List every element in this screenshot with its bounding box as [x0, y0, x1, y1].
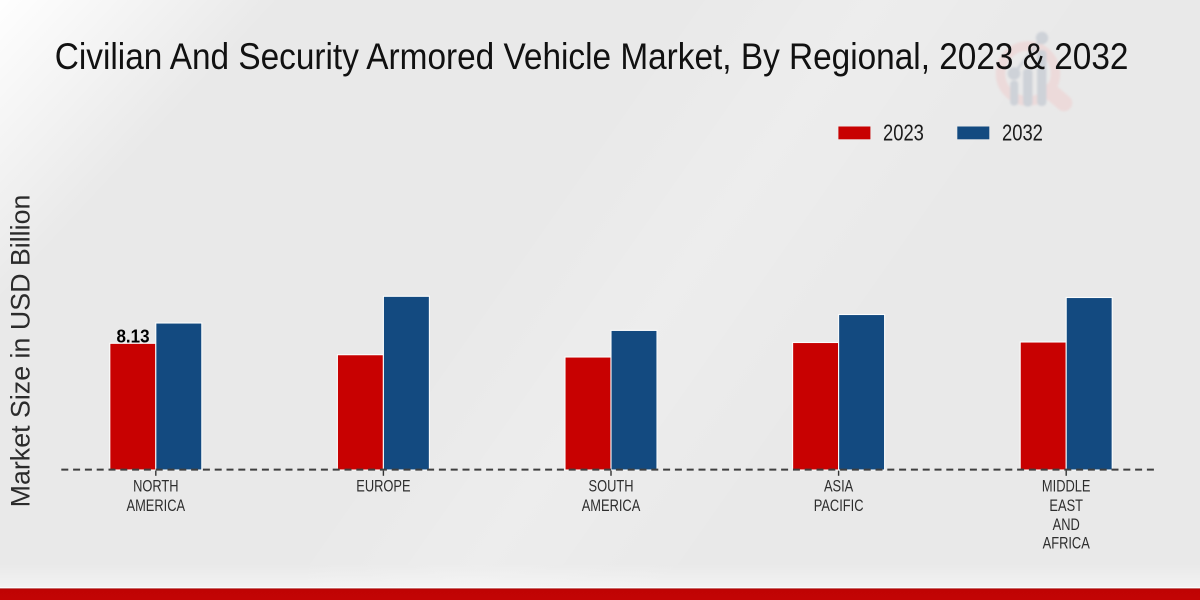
svg-text:Market Size in USD Billion: Market Size in USD Billion — [6, 195, 36, 508]
svg-text:2032: 2032 — [1002, 121, 1043, 146]
svg-text:2023: 2023 — [883, 121, 924, 146]
svg-text:Civilian And Security Armored: Civilian And Security Armored Vehicle Ma… — [55, 37, 1129, 78]
svg-text:8.13: 8.13 — [116, 326, 149, 347]
svg-text:EUROPE: EUROPE — [356, 478, 410, 496]
